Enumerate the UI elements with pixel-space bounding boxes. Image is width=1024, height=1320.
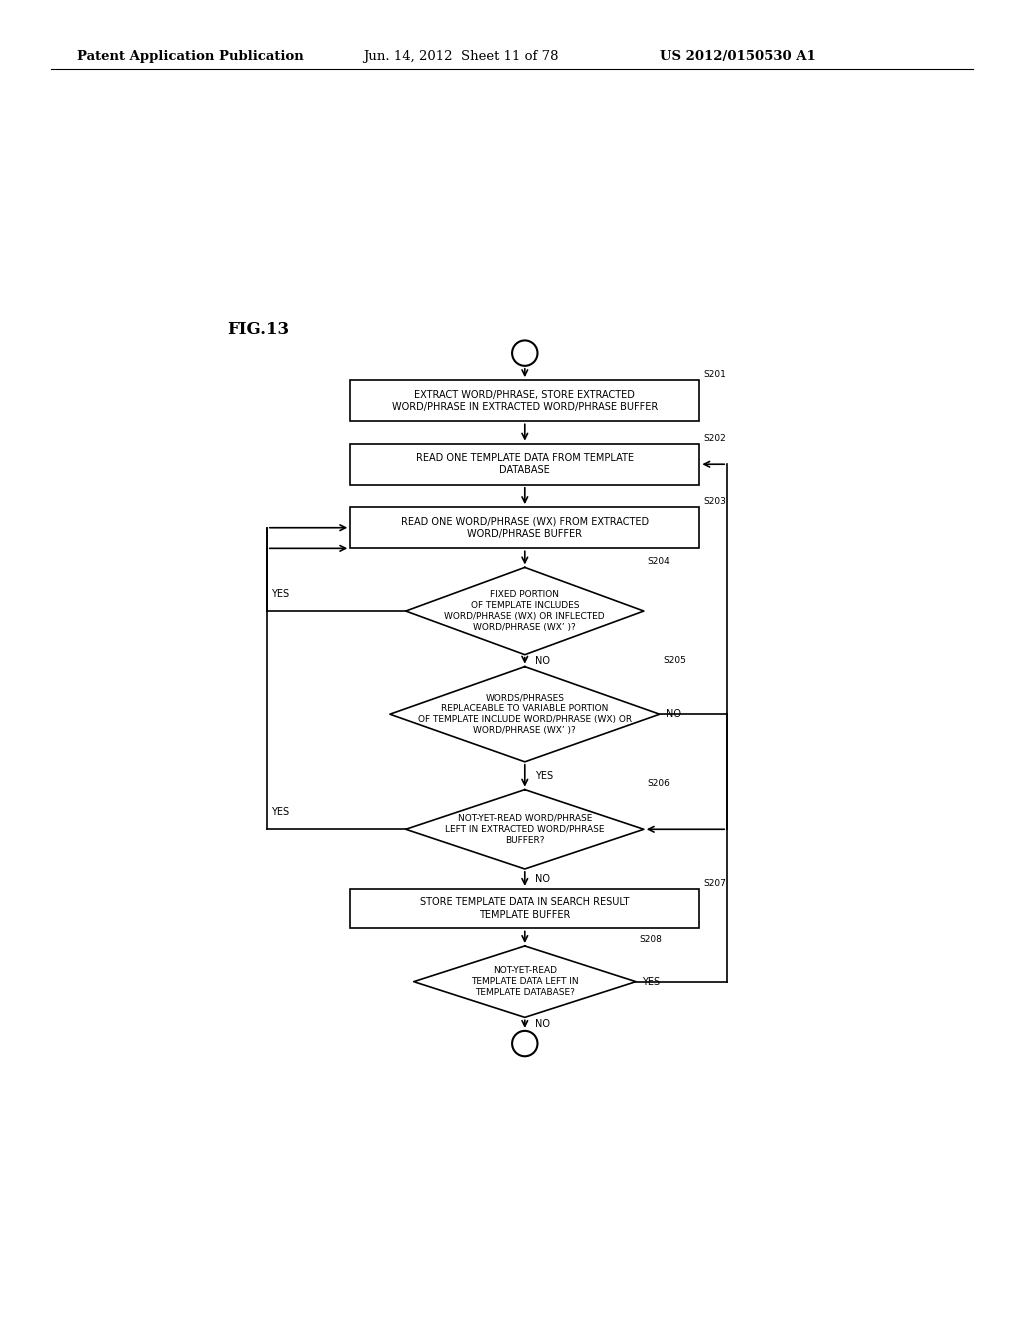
Text: NO: NO xyxy=(536,656,550,665)
Text: STORE TEMPLATE DATA IN SEARCH RESULT
TEMPLATE BUFFER: STORE TEMPLATE DATA IN SEARCH RESULT TEM… xyxy=(420,898,630,920)
Text: READ ONE WORD/PHRASE (WX) FROM EXTRACTED
WORD/PHRASE BUFFER: READ ONE WORD/PHRASE (WX) FROM EXTRACTED… xyxy=(400,516,649,539)
Text: Jun. 14, 2012  Sheet 11 of 78: Jun. 14, 2012 Sheet 11 of 78 xyxy=(364,50,559,63)
Text: NO: NO xyxy=(536,1019,550,1030)
Text: NOT-YET-READ WORD/PHRASE
LEFT IN EXTRACTED WORD/PHRASE
BUFFER?: NOT-YET-READ WORD/PHRASE LEFT IN EXTRACT… xyxy=(445,813,604,845)
Text: WORDS/PHRASES
REPLACEABLE TO VARIABLE PORTION
OF TEMPLATE INCLUDE WORD/PHRASE (W: WORDS/PHRASES REPLACEABLE TO VARIABLE PO… xyxy=(418,693,632,735)
Circle shape xyxy=(512,341,538,366)
Text: FIXED PORTION
OF TEMPLATE INCLUDES
WORD/PHRASE (WX) OR INFLECTED
WORD/PHRASE (WX: FIXED PORTION OF TEMPLATE INCLUDES WORD/… xyxy=(444,590,605,632)
Text: US 2012/0150530 A1: US 2012/0150530 A1 xyxy=(660,50,816,63)
Text: S207: S207 xyxy=(703,879,726,888)
Text: S206: S206 xyxy=(648,779,671,788)
Bar xyxy=(350,507,699,548)
Text: S203: S203 xyxy=(703,498,726,507)
Text: S201: S201 xyxy=(703,371,726,379)
Text: EXTRACT WORD/PHRASE, STORE EXTRACTED
WORD/PHRASE IN EXTRACTED WORD/PHRASE BUFFER: EXTRACT WORD/PHRASE, STORE EXTRACTED WOR… xyxy=(391,389,658,412)
Text: NOT-YET-READ
TEMPLATE DATA LEFT IN
TEMPLATE DATABASE?: NOT-YET-READ TEMPLATE DATA LEFT IN TEMPL… xyxy=(471,966,579,997)
Text: YES: YES xyxy=(270,808,289,817)
Text: NO: NO xyxy=(536,874,550,884)
Text: S208: S208 xyxy=(640,936,663,944)
Text: S205: S205 xyxy=(664,656,686,665)
Text: S204: S204 xyxy=(648,557,671,566)
Text: YES: YES xyxy=(536,771,553,780)
Text: Patent Application Publication: Patent Application Publication xyxy=(77,50,303,63)
Text: READ ONE TEMPLATE DATA FROM TEMPLATE
DATABASE: READ ONE TEMPLATE DATA FROM TEMPLATE DAT… xyxy=(416,453,634,475)
Bar xyxy=(350,888,699,928)
Bar xyxy=(350,444,699,484)
Bar xyxy=(350,380,699,421)
Text: S202: S202 xyxy=(703,434,726,442)
Circle shape xyxy=(512,1031,538,1056)
Text: YES: YES xyxy=(270,589,289,599)
Text: YES: YES xyxy=(642,977,660,986)
Text: FIG.13: FIG.13 xyxy=(227,321,290,338)
Text: NO: NO xyxy=(666,709,681,719)
